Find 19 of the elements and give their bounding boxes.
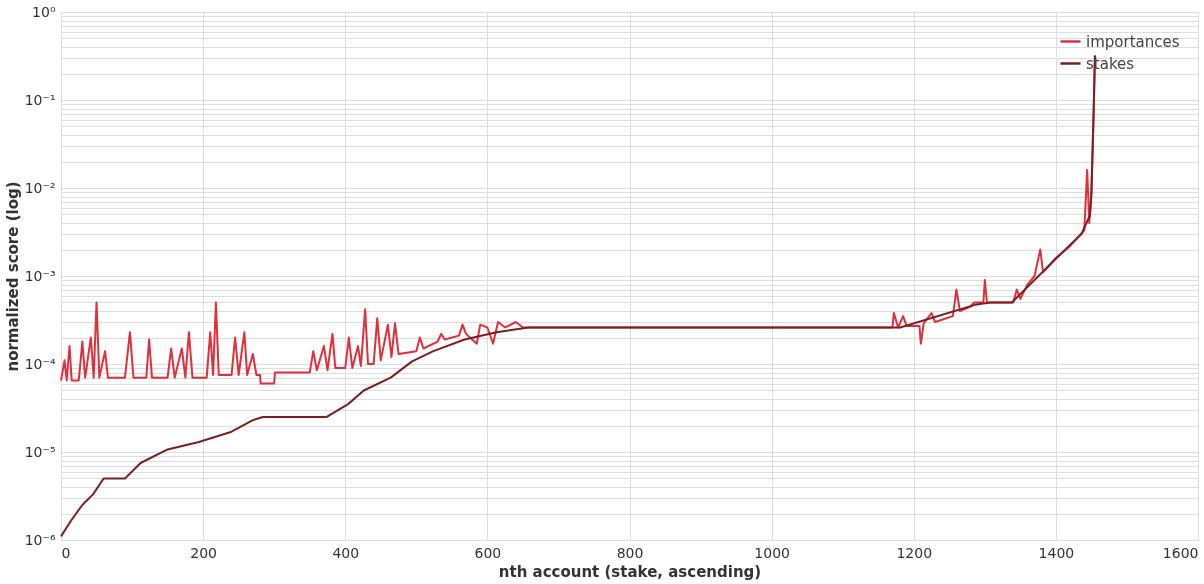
y-tick-label: 10⁻³ bbox=[24, 267, 56, 284]
y-tick-label: 10⁻² bbox=[24, 179, 56, 196]
x-tick-label: 1600 bbox=[1162, 544, 1199, 561]
x-tick-label: 1400 bbox=[1038, 544, 1075, 561]
legend-label: importances bbox=[1086, 32, 1180, 51]
x-tick-label: 200 bbox=[190, 544, 217, 561]
y-tick-label: 10⁻¹ bbox=[24, 91, 56, 108]
y-tick-label: 10⁻⁵ bbox=[24, 443, 56, 460]
x-axis-title: nth account (stake, ascending) bbox=[498, 562, 762, 581]
x-tick-label: 1200 bbox=[896, 544, 933, 561]
y-tick-label: 10⁻⁶ bbox=[24, 531, 56, 548]
x-tick-label: 600 bbox=[474, 544, 502, 561]
x-tick-label: 0 bbox=[61, 544, 71, 561]
y-axis-title: normalized score (log) bbox=[3, 181, 22, 372]
x-tick-label: 800 bbox=[616, 544, 644, 561]
y-tick-label: 10⁻⁴ bbox=[24, 355, 56, 372]
x-tick-label: 400 bbox=[332, 544, 360, 561]
y-tick-label: 10⁰ bbox=[32, 3, 56, 20]
x-tick-label: 1000 bbox=[754, 544, 790, 561]
